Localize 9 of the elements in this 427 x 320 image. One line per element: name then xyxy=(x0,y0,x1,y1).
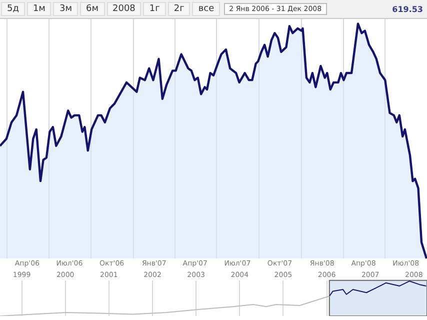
text: 6м xyxy=(80,2,104,16)
text: 2008 xyxy=(106,2,142,16)
text: 3м xyxy=(53,2,78,16)
text: 619.53 xyxy=(392,4,423,14)
text: 5д xyxy=(1,2,25,16)
text: 2г xyxy=(168,2,190,16)
text: 1г xyxy=(143,2,166,16)
text: все xyxy=(192,2,220,16)
text: 1м xyxy=(26,2,52,16)
